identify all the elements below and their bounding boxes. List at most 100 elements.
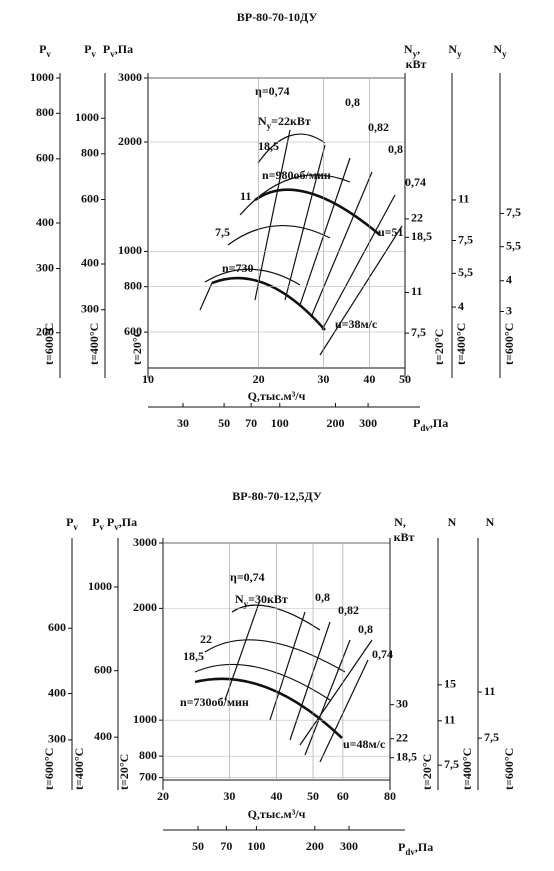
chart-title: ВР-80-70-12,5ДУ [232, 489, 322, 503]
label-part: ,Па [115, 42, 133, 56]
axis-title: Pv [66, 515, 78, 532]
label-part: v [110, 49, 115, 59]
efficiency-line [254, 129, 291, 301]
curve-label: 0,82 [368, 120, 389, 134]
y-tick-label: 400 [94, 729, 112, 743]
power-curve [257, 133, 326, 164]
axis-title: Ny [493, 42, 507, 59]
label-part: P [103, 42, 110, 56]
curve-label: 0,8 [345, 95, 360, 109]
y-tick-label: 11 [458, 192, 469, 206]
label-part: , [417, 42, 420, 56]
label-part: N [448, 42, 457, 56]
curve-label: η=0,74 [255, 84, 290, 98]
axis-title: Ny [448, 42, 462, 59]
temperature-label: t=400°C [72, 748, 86, 790]
velocity-line [299, 639, 373, 746]
curve-label: 0,74 [405, 175, 426, 189]
label-part: dv [420, 423, 430, 433]
label-part: =22кВт [271, 114, 311, 128]
label-part: y [267, 121, 272, 131]
axis-unit: кВт [394, 530, 415, 544]
y-tick-label: 3000 [133, 535, 157, 549]
power-curve [204, 639, 346, 673]
pdv-tick-label: 300 [340, 839, 358, 853]
label-part: N [493, 42, 502, 56]
speed-curve [254, 188, 381, 236]
efficiency-line [304, 639, 351, 756]
y-tick-label: 22 [396, 730, 408, 744]
axis-title: N, [394, 515, 406, 529]
label-part: N, [394, 515, 406, 529]
curve-label: n=730об/мин [180, 695, 249, 709]
y-tick-label: 18,5 [396, 749, 417, 763]
temperature-label: t=600°C [502, 323, 516, 365]
y-tick-label: 22 [411, 211, 423, 225]
temperature-label: t=20°C [117, 754, 131, 790]
x-tick-label: 30 [317, 372, 329, 386]
pdv-tick-label: 70 [220, 839, 232, 853]
x-tick-label: 20 [157, 789, 169, 803]
curve-label: Ny=30кВт [235, 592, 288, 609]
y-tick-label: 1000 [133, 712, 157, 726]
axis-title: Pv,Па [107, 515, 137, 532]
efficiency-line [319, 659, 369, 763]
x-axis-label: Q,тыс.м³/ч [248, 389, 306, 403]
temperature-label: t=600°C [42, 323, 56, 365]
label-part: N [448, 515, 457, 529]
label-part: v [73, 522, 78, 532]
curve-label: n=730 [222, 261, 254, 275]
curve-label: 11 [240, 189, 251, 203]
temperature-label: t=400°C [460, 748, 474, 790]
x-tick-label: 50 [307, 789, 319, 803]
temperature-label: t=20°C [130, 329, 144, 365]
axis-title: Pv [39, 42, 51, 59]
temperature-label: t=20°C [420, 754, 434, 790]
speed-curve [194, 677, 343, 739]
curve-label: 0,8 [358, 622, 373, 636]
y-tick-label: 4 [458, 299, 464, 313]
label-part: v [114, 522, 119, 532]
y-tick-label: 11 [484, 684, 495, 698]
pdv-tick-label: 200 [306, 839, 324, 853]
curve-label: u=38м/с [335, 317, 378, 331]
y-tick-label: 30 [396, 696, 408, 710]
y-tick-label: 600 [124, 324, 142, 338]
y-tick-label: 1000 [118, 243, 142, 257]
pdv-tick-label: 200 [326, 416, 344, 430]
curve-label: 0,8 [315, 590, 330, 604]
axis-unit: кВт [406, 57, 427, 71]
pdv-tick-label: 100 [271, 416, 289, 430]
y-tick-label: 7,5 [506, 205, 521, 219]
label-part: dv [405, 847, 415, 857]
y-tick-label: 1000 [75, 110, 99, 124]
efficiency-line [321, 194, 396, 331]
axis-title: Pv [92, 515, 104, 532]
curve-label: 0,8 [388, 142, 403, 156]
label-part: v [46, 49, 51, 59]
label-part: ,Па [119, 515, 137, 529]
y-tick-label: 800 [36, 105, 54, 119]
y-tick-label: 300 [81, 301, 99, 315]
y-tick-label: 600 [94, 662, 112, 676]
curve-label: 18,5 [183, 649, 204, 663]
axis-title: Pv [84, 42, 96, 59]
y-tick-label: 7,5 [458, 232, 473, 246]
y-tick-label: 7,5 [444, 757, 459, 771]
velocity-line [319, 225, 403, 356]
curves-2 [194, 599, 373, 763]
curve-label: 0,82 [338, 603, 359, 617]
curve-label: 0,74 [372, 647, 393, 661]
label-part: P [66, 515, 73, 529]
y-tick-label: 1000 [88, 579, 112, 593]
label-part: N [486, 515, 495, 529]
y-tick-label: 7,5 [484, 730, 499, 744]
efficiency-line [299, 157, 351, 306]
y-tick-label: 700 [139, 769, 157, 783]
pdv-axis-label: Pdv,Па [413, 416, 448, 433]
y-tick-label: 2000 [133, 600, 157, 614]
label-part: N [258, 114, 267, 128]
y-tick-label: 300 [36, 260, 54, 274]
pdv-tick-label: 100 [247, 839, 265, 853]
